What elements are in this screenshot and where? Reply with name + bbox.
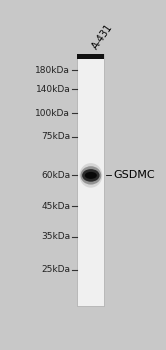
Bar <box>77 54 104 59</box>
Text: 60kDa: 60kDa <box>41 171 70 180</box>
Text: 35kDa: 35kDa <box>41 232 70 241</box>
Text: GSDMC: GSDMC <box>113 170 155 180</box>
Text: 140kDa: 140kDa <box>36 85 70 94</box>
Ellipse shape <box>85 172 97 179</box>
Text: 100kDa: 100kDa <box>35 109 70 118</box>
Text: 45kDa: 45kDa <box>41 202 70 211</box>
Ellipse shape <box>81 166 101 184</box>
Ellipse shape <box>82 169 100 182</box>
Ellipse shape <box>79 163 102 188</box>
Text: 75kDa: 75kDa <box>41 132 70 141</box>
Text: 25kDa: 25kDa <box>41 265 70 274</box>
Text: 180kDa: 180kDa <box>35 66 70 75</box>
Bar <box>77 54 104 306</box>
Text: A-431: A-431 <box>91 22 115 51</box>
